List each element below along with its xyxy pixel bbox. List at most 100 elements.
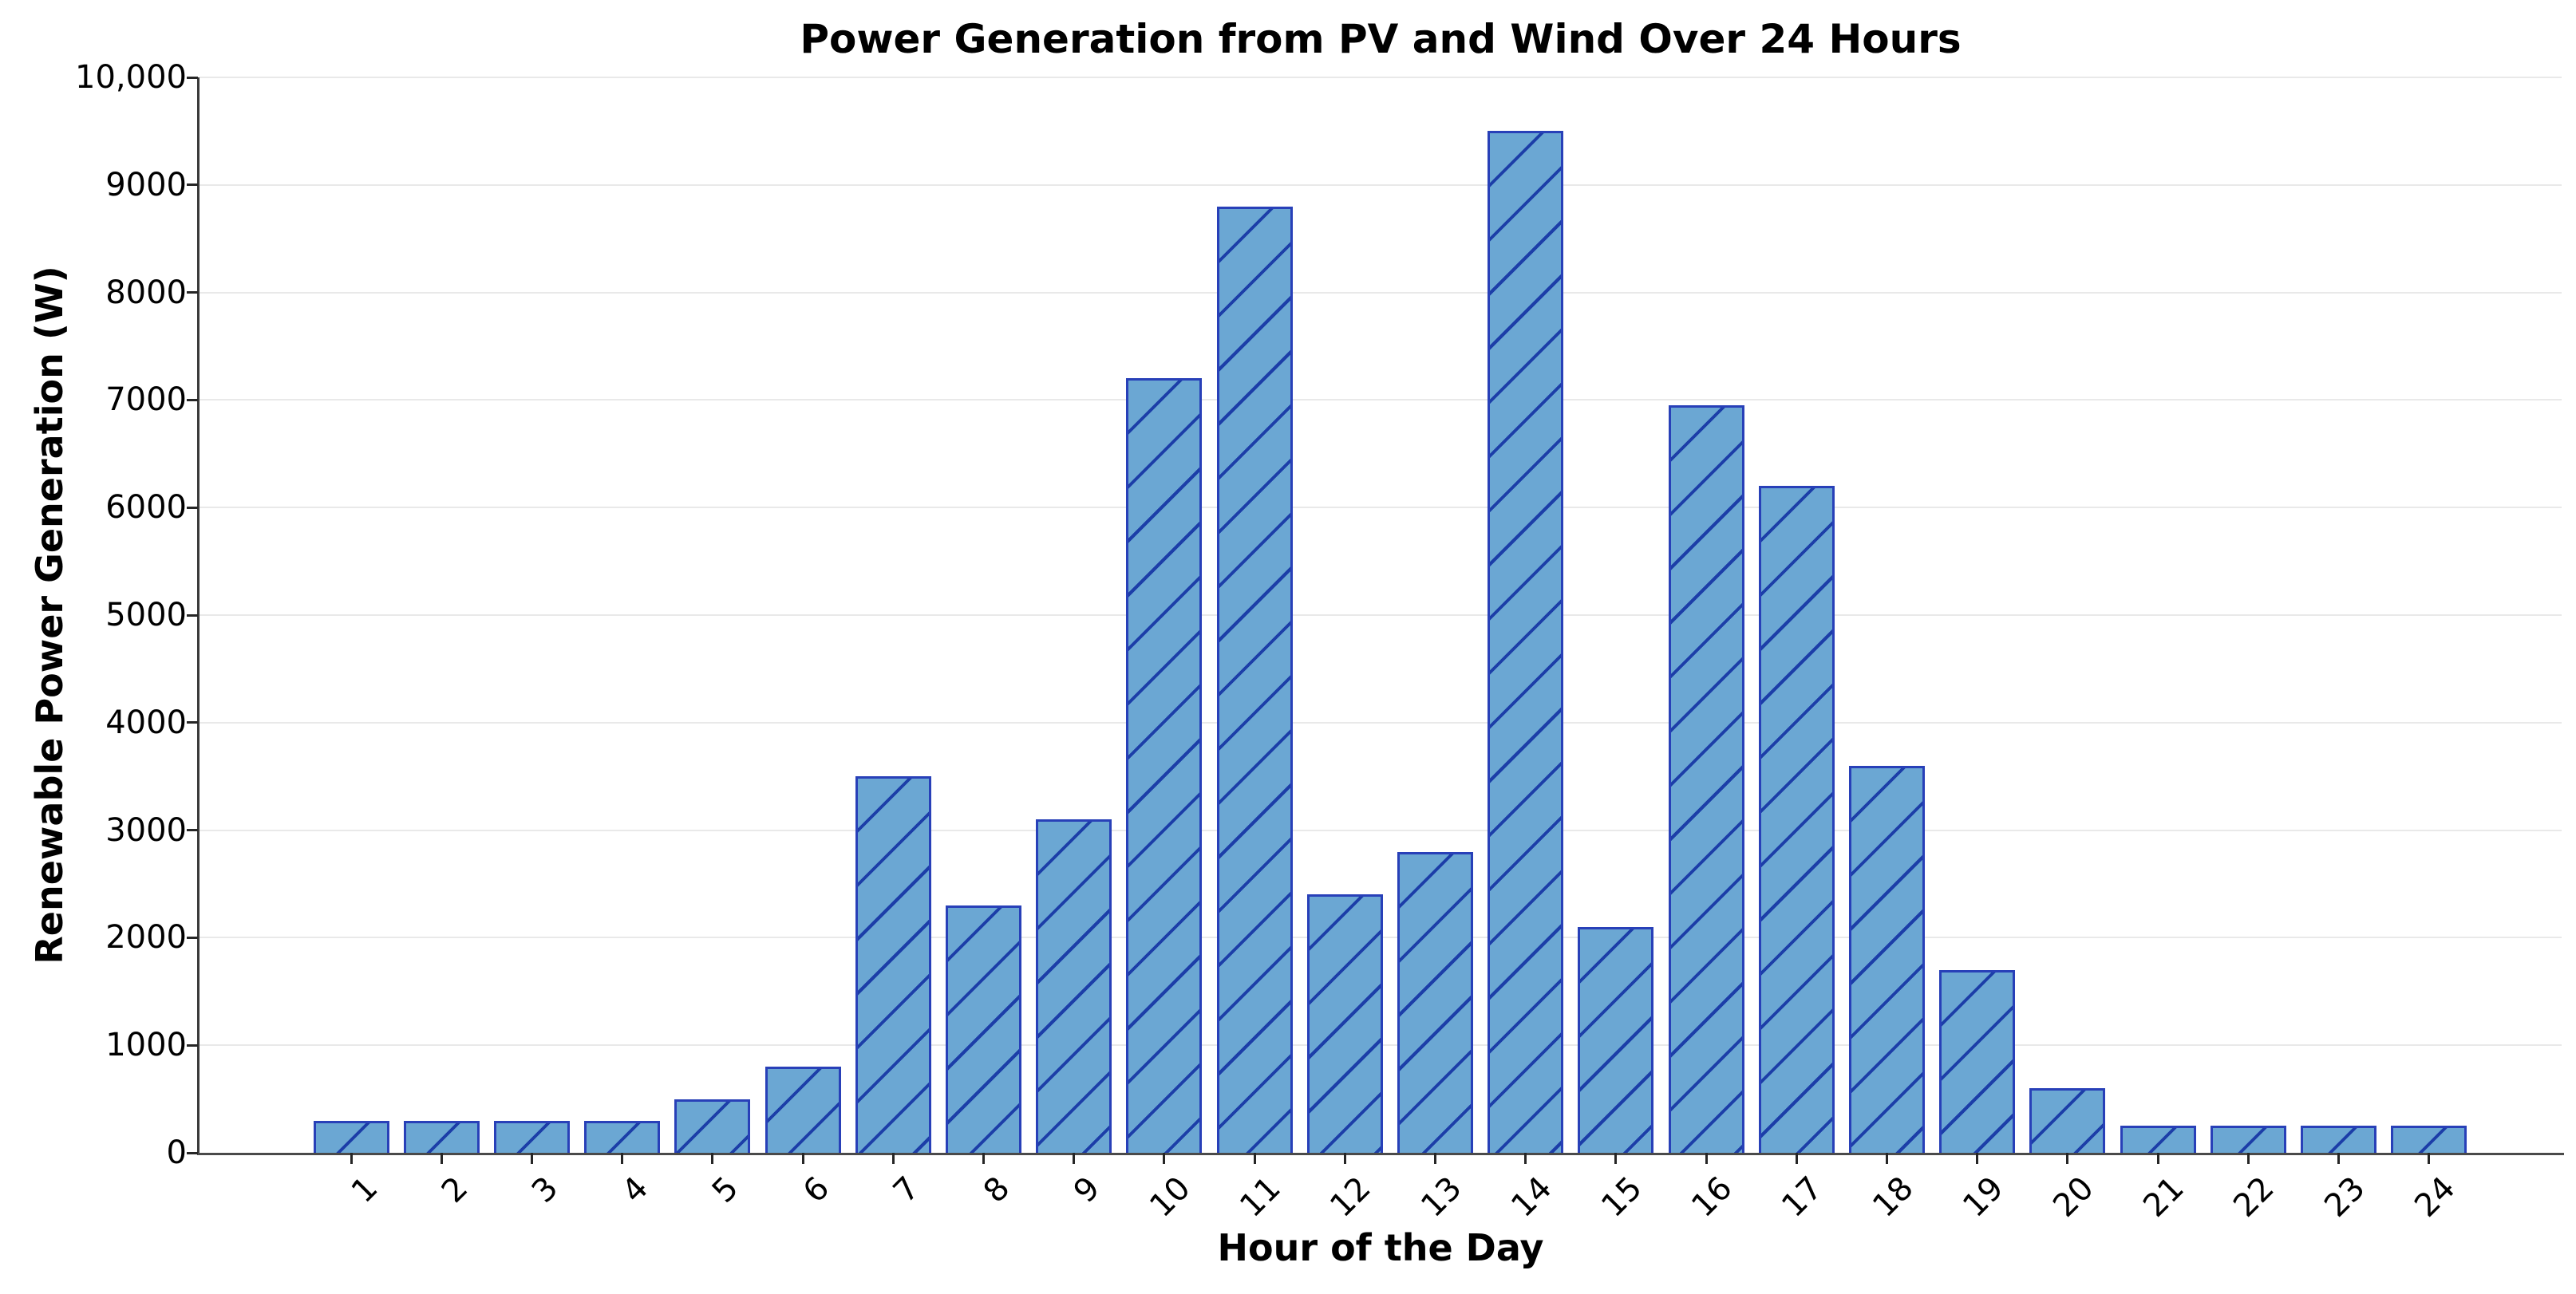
x-tick-mark bbox=[2246, 1153, 2250, 1164]
x-tick-label-1: 1 bbox=[344, 1170, 385, 1210]
bar-hour-14 bbox=[1488, 131, 1564, 1153]
plot-area bbox=[200, 77, 2562, 1153]
x-tick-label-9: 9 bbox=[1066, 1170, 1108, 1210]
y-tick-label: 7000 bbox=[105, 381, 187, 419]
x-tick-label-18: 18 bbox=[1865, 1170, 1921, 1225]
gridline bbox=[200, 829, 2562, 831]
bar-hour-4 bbox=[584, 1120, 661, 1153]
y-tick-label: 2000 bbox=[105, 919, 187, 957]
x-tick-mark bbox=[530, 1153, 533, 1164]
bar-hour-11 bbox=[1216, 206, 1293, 1153]
x-tick-label-4: 4 bbox=[614, 1170, 656, 1210]
x-tick-label-7: 7 bbox=[886, 1170, 927, 1210]
gridline bbox=[200, 291, 2562, 294]
x-tick-label-6: 6 bbox=[796, 1170, 836, 1210]
bar-hour-10 bbox=[1126, 378, 1203, 1153]
y-tick-mark bbox=[187, 76, 198, 79]
x-tick-mark bbox=[1795, 1153, 1798, 1164]
y-tick-mark bbox=[187, 398, 198, 401]
y-tick-label: 0 bbox=[166, 1134, 187, 1171]
x-tick-mark bbox=[1073, 1153, 1076, 1164]
x-tick-label-17: 17 bbox=[1775, 1170, 1831, 1225]
x-tick-mark bbox=[2337, 1153, 2340, 1164]
x-tick-label-24: 24 bbox=[2407, 1170, 2463, 1225]
y-tick-label: 9000 bbox=[105, 166, 187, 203]
bar-hour-8 bbox=[945, 905, 1021, 1153]
chart-title: Power Generation from PV and Wind Over 2… bbox=[800, 16, 1962, 62]
bar-hour-19 bbox=[1939, 969, 2016, 1153]
x-tick-mark bbox=[440, 1153, 443, 1164]
y-tick-mark bbox=[187, 1043, 198, 1047]
x-tick-mark bbox=[2066, 1153, 2069, 1164]
x-tick-label-2: 2 bbox=[434, 1170, 476, 1210]
x-tick-label-8: 8 bbox=[976, 1170, 1017, 1210]
x-tick-label-3: 3 bbox=[524, 1170, 566, 1210]
bar-hour-2 bbox=[403, 1120, 480, 1153]
x-tick-mark bbox=[2156, 1153, 2159, 1164]
gridline bbox=[200, 399, 2562, 401]
y-tick-mark bbox=[187, 1151, 198, 1154]
x-axis-spine bbox=[197, 1153, 2564, 1155]
y-tick-label: 10,000 bbox=[75, 59, 187, 96]
x-tick-mark bbox=[1163, 1153, 1166, 1164]
x-tick-mark bbox=[1885, 1153, 1888, 1164]
bar-hour-3 bbox=[493, 1120, 570, 1153]
bar-hour-15 bbox=[1578, 926, 1654, 1153]
y-tick-label: 5000 bbox=[105, 597, 187, 633]
y-tick-label: 4000 bbox=[105, 704, 187, 741]
gridline bbox=[200, 721, 2562, 724]
bar-hour-18 bbox=[1848, 765, 1925, 1153]
x-tick-mark bbox=[1976, 1153, 1979, 1164]
y-tick-label: 1000 bbox=[105, 1027, 187, 1064]
bar-hour-17 bbox=[1758, 486, 1835, 1153]
x-tick-mark bbox=[801, 1153, 804, 1164]
x-axis-label: Hour of the Day bbox=[1217, 1226, 1544, 1269]
bar-hour-13 bbox=[1397, 851, 1473, 1153]
x-tick-label-15: 15 bbox=[1594, 1170, 1650, 1225]
x-tick-mark bbox=[1253, 1153, 1256, 1164]
bar-hour-12 bbox=[1306, 894, 1383, 1153]
y-tick-mark bbox=[187, 829, 198, 832]
bar-hour-22 bbox=[2210, 1126, 2286, 1153]
x-tick-label-10: 10 bbox=[1143, 1170, 1198, 1225]
bar-hour-7 bbox=[855, 776, 931, 1153]
gridline bbox=[200, 507, 2562, 509]
x-tick-label-19: 19 bbox=[1955, 1170, 2011, 1225]
x-tick-label-13: 13 bbox=[1413, 1170, 1469, 1225]
x-tick-label-14: 14 bbox=[1503, 1170, 1559, 1225]
x-tick-label-5: 5 bbox=[705, 1170, 746, 1210]
x-tick-mark bbox=[711, 1153, 714, 1164]
x-tick-label-22: 22 bbox=[2226, 1170, 2282, 1225]
bar-hour-16 bbox=[1668, 405, 1744, 1153]
y-tick-label: 6000 bbox=[105, 489, 187, 527]
x-tick-mark bbox=[1433, 1153, 1436, 1164]
bar-hour-6 bbox=[765, 1067, 841, 1153]
gridline bbox=[200, 77, 2562, 78]
x-tick-label-12: 12 bbox=[1323, 1170, 1379, 1225]
x-tick-mark bbox=[891, 1153, 895, 1164]
x-tick-mark bbox=[982, 1153, 985, 1164]
bar-hour-20 bbox=[2029, 1088, 2106, 1153]
bar-hour-21 bbox=[2120, 1126, 2196, 1153]
x-tick-mark bbox=[1343, 1153, 1346, 1164]
x-tick-label-20: 20 bbox=[2046, 1170, 2101, 1225]
bar-hour-24 bbox=[2391, 1126, 2467, 1153]
x-tick-mark bbox=[1614, 1153, 1618, 1164]
y-tick-label: 3000 bbox=[105, 811, 187, 849]
gridline bbox=[200, 614, 2562, 616]
bar-hour-1 bbox=[313, 1120, 389, 1153]
gridline bbox=[200, 183, 2562, 186]
y-tick-mark bbox=[187, 506, 198, 509]
bar-hour-23 bbox=[2300, 1126, 2376, 1153]
y-tick-label: 8000 bbox=[105, 274, 187, 311]
y-tick-mark bbox=[187, 291, 198, 294]
x-tick-label-16: 16 bbox=[1685, 1170, 1740, 1225]
x-tick-mark bbox=[2428, 1153, 2431, 1164]
y-tick-mark bbox=[187, 613, 198, 617]
x-tick-label-11: 11 bbox=[1233, 1170, 1288, 1225]
x-tick-mark bbox=[1705, 1153, 1708, 1164]
y-tick-mark bbox=[187, 183, 198, 187]
y-tick-mark bbox=[187, 936, 198, 939]
bar-hour-9 bbox=[1036, 819, 1112, 1153]
